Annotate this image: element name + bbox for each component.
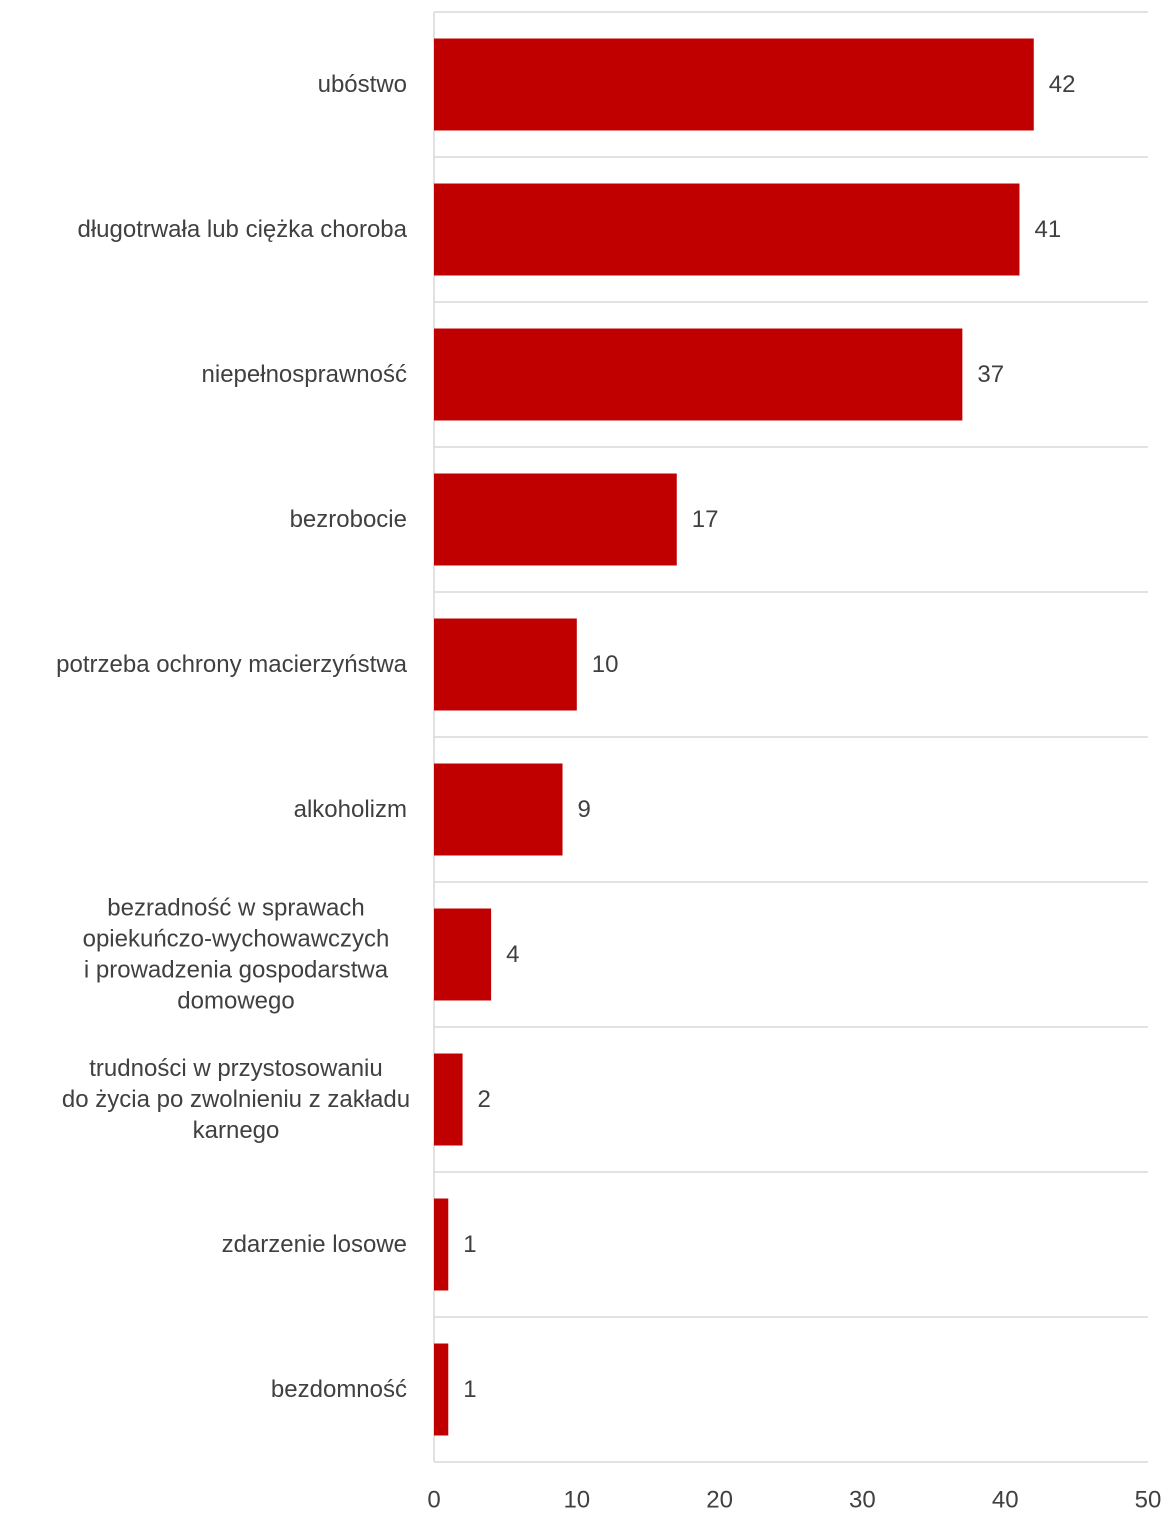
category-label-line: do życia po zwolnieniu z zakładu — [62, 1086, 410, 1113]
data-label: 37 — [977, 361, 1004, 388]
category-label: bezdomność — [271, 1376, 407, 1403]
bar — [434, 1198, 449, 1291]
bar — [434, 328, 963, 421]
category-label-line: niepełnosprawność — [202, 361, 407, 388]
data-label: 4 — [506, 941, 519, 968]
category-label-line: potrzeba ochrony macierzyństwa — [56, 651, 407, 678]
bar — [434, 908, 492, 1001]
data-label: 1 — [463, 1231, 476, 1258]
x-tick-label: 50 — [1135, 1487, 1162, 1514]
category-label: bezrobocie — [290, 506, 407, 533]
category-label-line: bezrobocie — [290, 506, 407, 533]
x-tick-label: 30 — [849, 1487, 876, 1514]
bar — [434, 1053, 463, 1146]
x-tick-label: 20 — [706, 1487, 733, 1514]
category-label: długotrwała lub ciężka choroba — [77, 216, 407, 243]
data-label: 41 — [1034, 216, 1061, 243]
bar-layer — [434, 38, 1034, 1436]
x-tick-label: 10 — [563, 1487, 590, 1514]
data-label: 10 — [592, 651, 619, 678]
category-label-line: alkoholizm — [294, 796, 407, 823]
category-label-line: opiekuńczo-wychowawczych — [83, 926, 390, 953]
tick-label-layer: 0 10 20 30 40 50 — [427, 1487, 1161, 1514]
data-label: 1 — [463, 1376, 476, 1403]
category-label: zdarzenie losowe — [222, 1231, 407, 1258]
category-label: niepełnosprawność — [202, 361, 407, 388]
x-tick-label: 0 — [427, 1487, 440, 1514]
bar — [434, 763, 563, 856]
category-label-line: karnego — [193, 1117, 280, 1144]
data-label: 17 — [692, 506, 719, 533]
category-label: alkoholizm — [294, 796, 407, 823]
data-label: 2 — [478, 1086, 491, 1113]
category-label-layer: ubóstwo długotrwała lub ciężka choroba nie… — [56, 71, 410, 1403]
category-label-line: zdarzenie losowe — [222, 1231, 407, 1258]
x-tick-label: 40 — [992, 1487, 1019, 1514]
category-label: potrzeba ochrony macierzyństwa — [56, 651, 407, 678]
category-label-line: domowego — [177, 988, 294, 1015]
bar — [434, 38, 1034, 131]
category-label: bezradność w sprawach opiekuńczo-wychowaw… — [83, 895, 390, 1015]
category-label: ubóstwo — [318, 71, 407, 98]
category-label: trudności w przystosowaniu do życia po zw… — [62, 1055, 410, 1144]
bar — [434, 1343, 449, 1436]
data-label: 9 — [578, 796, 591, 823]
bar — [434, 618, 577, 711]
category-label-line: trudności w przystosowaniu — [89, 1055, 382, 1082]
category-label-line: długotrwała lub ciężka choroba — [77, 216, 407, 243]
category-label-line: ubóstwo — [318, 71, 407, 98]
category-label-line: i prowadzenia gospodarstwa — [84, 957, 389, 984]
bar — [434, 183, 1020, 276]
category-label-line: bezradność w sprawach — [107, 895, 364, 922]
bar — [434, 473, 677, 566]
category-label-line: bezdomność — [271, 1376, 407, 1403]
data-label: 42 — [1049, 71, 1076, 98]
